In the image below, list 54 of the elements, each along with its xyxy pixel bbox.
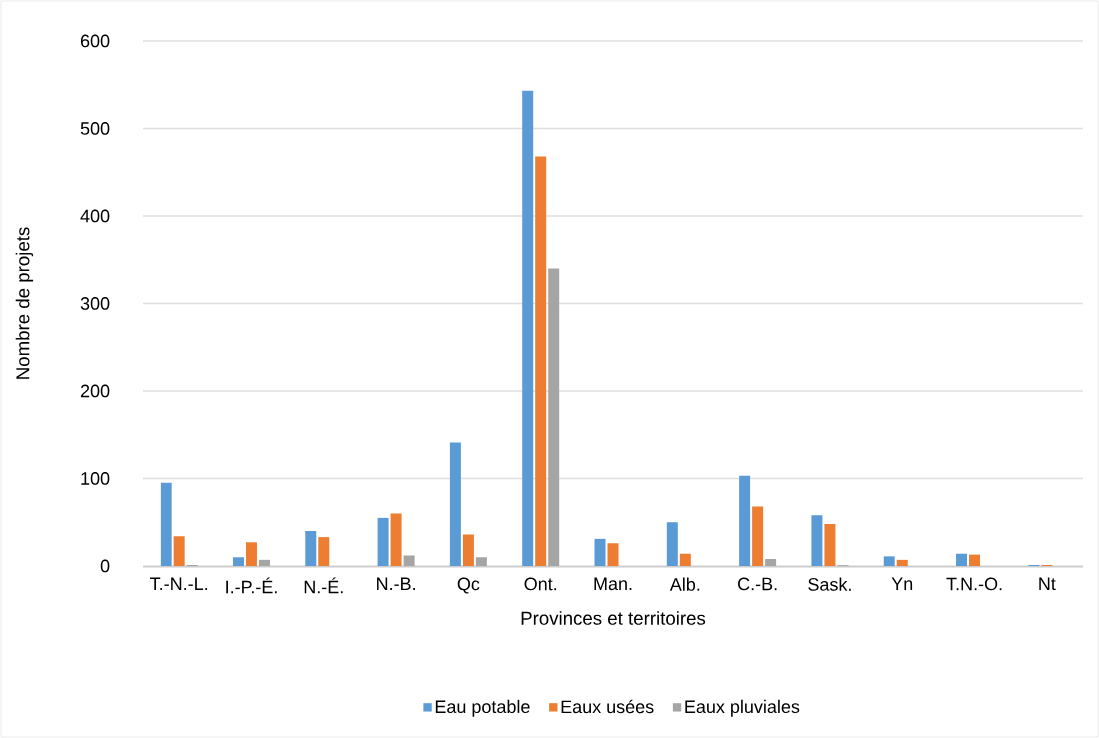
- x-tick-label: Ont.: [524, 577, 557, 591]
- bar: [548, 268, 560, 566]
- bar: [522, 90, 534, 566]
- y-tick-label: 0: [100, 559, 110, 573]
- bar: [245, 542, 257, 566]
- x-tick-label: C.-B.: [738, 577, 777, 591]
- bar: [232, 557, 244, 566]
- bar: [594, 538, 606, 566]
- bar: [666, 522, 678, 566]
- x-tick-label: Alb.: [669, 577, 700, 591]
- bar: [403, 555, 415, 566]
- y-tick-label: 200: [80, 384, 110, 398]
- bar: [475, 557, 487, 566]
- bar: [258, 559, 270, 566]
- y-tick-label: 100: [81, 472, 110, 485]
- y-tick-label: 500: [80, 122, 110, 135]
- bar: [173, 536, 185, 566]
- bar: [739, 475, 751, 566]
- x-tick-label: N.-B.: [377, 577, 415, 590]
- x-tick-label: Qc: [457, 577, 480, 594]
- bar: [318, 537, 330, 566]
- x-tick-label: Sask.: [808, 577, 851, 591]
- bar: [462, 534, 474, 566]
- x-tick-label: Man.: [594, 577, 632, 591]
- y-tick-label: 600: [80, 34, 110, 48]
- x-tick-label: I.-P.-É.: [226, 577, 277, 594]
- bar: [535, 156, 547, 566]
- y-tick-label: 300: [80, 297, 110, 310]
- bar: [969, 554, 981, 566]
- x-axis-title: Provinces et territoires: [521, 611, 706, 625]
- x-tick-label: Yn: [891, 577, 913, 590]
- x-tick-label: Nt: [1039, 577, 1056, 591]
- y-tick-label: 400: [80, 209, 110, 223]
- bar: [824, 523, 836, 566]
- legend-label: Eaux pluviales: [685, 699, 800, 717]
- bar: [765, 558, 777, 566]
- bar: [956, 553, 968, 566]
- y-axis-title: Nombre de projets: [15, 227, 34, 379]
- bar: [305, 530, 317, 566]
- bar: [679, 553, 691, 566]
- bar: [607, 543, 619, 566]
- bar: [883, 556, 895, 566]
- bar: [752, 506, 764, 566]
- legend-label: Eaux usées: [561, 699, 654, 714]
- legend-label: Eau potable: [435, 699, 530, 717]
- bar: [390, 513, 402, 566]
- x-tick-label: T.N.-O.: [946, 577, 1002, 591]
- bar: [811, 515, 823, 566]
- x-tick-label: N.-É.: [304, 577, 343, 594]
- bar: [377, 517, 389, 566]
- bar: [449, 442, 461, 566]
- x-tick-label: T.-N.-L.: [150, 577, 208, 590]
- bar: [896, 559, 908, 566]
- bar: [160, 482, 172, 566]
